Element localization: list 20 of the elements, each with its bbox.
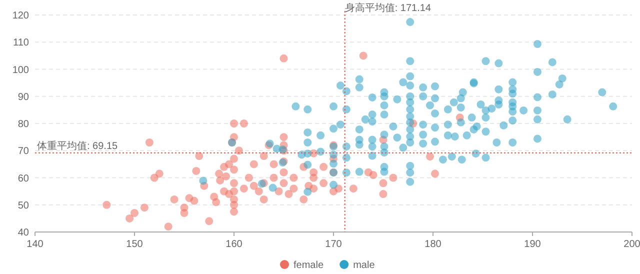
x-tick-label: 170 [325,239,342,250]
y-tick-label: 40 [18,228,30,238]
x-tick-label: 190 [524,239,542,250]
y-tick-label: 100 [12,64,30,76]
x-tick-label: 160 [226,239,243,250]
y-tick-label: 70 [18,146,30,158]
legend-label: male [353,260,376,271]
x-tick-label: 150 [126,239,144,250]
y-tick-label: 120 [12,10,30,22]
x-tick-label: 140 [26,239,44,250]
ref-line-label: 体重平均值: 69.15 [37,140,118,152]
x-tick-label: 180 [424,239,442,250]
x-tick-label: 200 [624,239,640,250]
y-tick-label: 90 [18,92,30,103]
y-tick-label: 110 [13,38,30,49]
ref-line-label: 身高平均值: 171.14 [344,2,432,14]
y-tick-label: 50 [18,200,30,212]
y-tick-label: 60 [18,173,30,184]
y-tick-label: 80 [18,119,30,130]
legend-label: female [294,260,324,271]
